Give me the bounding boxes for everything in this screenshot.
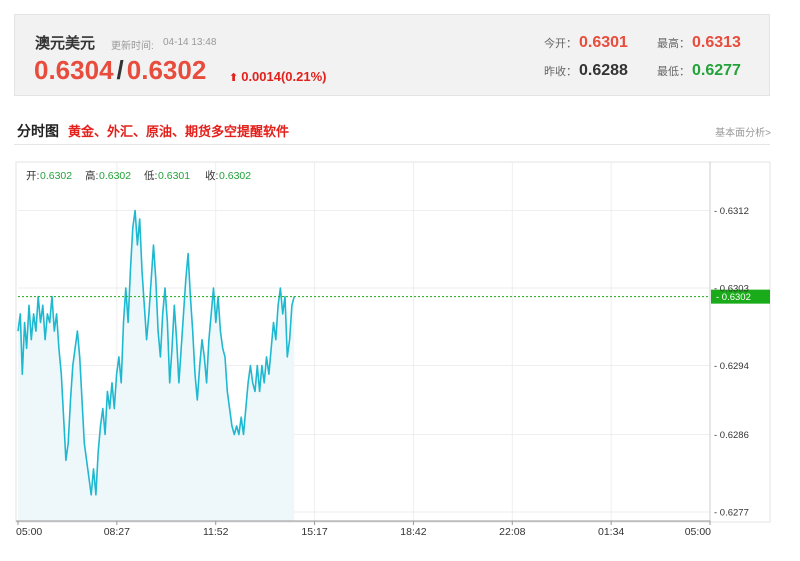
prev-close-stat: 昨收： 0.6288 [544, 62, 628, 80]
ohlc-open-label: 开: [26, 170, 39, 182]
y-tick-label: - 0.6277 [714, 508, 749, 519]
section-title: 分时图 [17, 123, 59, 139]
low-stat: 最低： 0.6277 [657, 62, 741, 80]
x-tick-label: 18:42 [400, 526, 426, 538]
ask-price: 0.6302 [126, 55, 207, 85]
prev-close-label: 昨收： [544, 66, 577, 78]
ohlc-high-label: 高: [85, 169, 98, 182]
bid-ask-price: 0.6304/0.6302 [34, 55, 206, 86]
ohlc-high-value: 0.6302 [99, 170, 131, 182]
low-value: 0.6277 [692, 62, 741, 79]
ohlc-open-value: 0.6302 [40, 170, 72, 182]
title-divider [14, 144, 770, 145]
x-tick-label: 08:27 [104, 526, 130, 538]
price-line-group [17, 209, 295, 496]
update-time-label: 更新时间: [111, 41, 154, 52]
up-arrow-icon: ⬆ [229, 72, 239, 84]
promo-link[interactable]: 黄金、外汇、原油、期货多空提醒软件 [68, 124, 290, 139]
price-area [18, 210, 295, 521]
x-tick-label: 05:00 [685, 526, 711, 538]
price-change: ⬆ 0.0014(0.21%) [229, 69, 327, 84]
today-open-value: 0.6301 [579, 34, 628, 51]
high-stat: 最高： 0.6313 [657, 34, 741, 52]
high-label: 最高： [657, 38, 690, 50]
y-tick-label: - 0.6286 [714, 430, 749, 441]
ohlc-readout: 开: 0.6302 高: 0.6302 低: 0.6301 收: 0.6302 [26, 169, 251, 182]
bid-price: 0.6304 [34, 55, 114, 85]
y-tick-label: - 0.6303 [714, 284, 749, 295]
x-tick-label: 05:00 [16, 526, 42, 538]
price-separator: / [116, 55, 124, 85]
quote-header: 澳元美元 更新时间: 04-14 13:48 0.6304/0.6302 ⬆ 0.… [14, 14, 770, 96]
current-price-label: - 0.6302 [716, 292, 751, 303]
update-time: 04-14 13:48 [163, 37, 217, 48]
price-line [17, 209, 295, 496]
symbol-name: 澳元美元 [35, 35, 96, 52]
current-price-marker [711, 289, 770, 304]
ohlc-low-label: 低: [144, 169, 157, 182]
prev-close-value: 0.6288 [579, 62, 628, 79]
x-tick-label: 22:08 [499, 526, 525, 538]
x-tick-label: 11:52 [203, 526, 229, 538]
y-axis: - 0.6312 - 0.6303 - 0.6294 - 0.6286 - 0.6277 [709, 162, 749, 521]
current-price-group: - 0.6302 [18, 289, 770, 304]
fundamental-analysis-link[interactable]: 基本面分析> [715, 128, 771, 139]
today-open-label: 今开： [544, 38, 577, 50]
x-tick-label: 01:34 [598, 526, 624, 538]
y-tick-label: - 0.6312 [714, 206, 749, 217]
today-open-stat: 今开： 0.6301 [544, 34, 628, 52]
price-change-value: 0.0014(0.21%) [241, 69, 327, 84]
high-value: 0.6313 [692, 34, 741, 51]
ohlc-low-value: 0.6301 [158, 170, 190, 182]
price-area-fill [18, 210, 295, 521]
x-axis: 05:00 08:27 11:52 15:17 18:42 22:08 01:34 05:00 [16, 520, 711, 538]
y-tick-label: - 0.6294 [714, 361, 749, 372]
ohlc-close-value: 0.6302 [219, 170, 251, 182]
x-tick-label: 15:17 [301, 526, 327, 538]
ohlc-close-label: 收: [205, 169, 218, 182]
low-label: 最低： [657, 66, 690, 78]
